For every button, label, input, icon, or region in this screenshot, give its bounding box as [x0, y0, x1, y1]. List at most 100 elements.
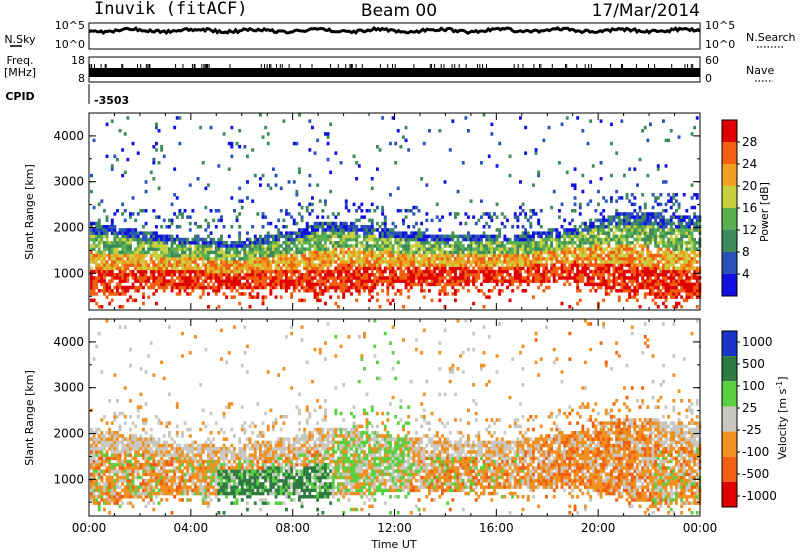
heatmap-cell — [188, 260, 192, 264]
heatmap-cell — [467, 253, 470, 258]
heatmap-cell — [563, 263, 567, 267]
heatmap-cell — [443, 244, 447, 248]
heatmap-cell — [599, 250, 603, 255]
heatmap-cell — [292, 266, 296, 271]
heatmap-cell — [383, 215, 387, 219]
heatmap-cell — [407, 260, 411, 264]
heatmap-cell — [441, 285, 444, 290]
heatmap-cell — [571, 266, 574, 271]
nsearch-tick-top: 10^5 — [705, 19, 735, 32]
heatmap-cell — [415, 247, 418, 251]
heatmap-cell — [625, 260, 629, 264]
heatmap-cell — [298, 234, 301, 239]
heatmap-cell — [188, 250, 192, 255]
heatmap-cell — [539, 263, 543, 267]
heatmap-cell — [347, 237, 351, 242]
heatmap-cell — [285, 269, 288, 274]
heatmap-cell — [105, 225, 109, 229]
heatmap-cell — [581, 276, 585, 280]
heatmap-cell — [664, 247, 668, 251]
heatmap-cell — [456, 263, 460, 267]
heatmap-cell — [555, 241, 559, 245]
heatmap-cell — [253, 234, 257, 239]
heatmap-cell — [420, 247, 424, 251]
heatmap-cell — [256, 244, 260, 248]
heatmap-cell — [355, 266, 359, 271]
heatmap-cell — [324, 247, 327, 251]
heatmap-cell — [417, 231, 421, 235]
heatmap-cell — [363, 250, 366, 255]
colorbar-swatch — [722, 208, 737, 230]
heatmap-cell — [571, 241, 574, 245]
heatmap-cell — [454, 289, 457, 293]
heatmap-cell — [303, 241, 307, 245]
heatmap-cell — [261, 260, 265, 264]
heatmap-cell — [578, 212, 582, 216]
heatmap-cell — [90, 479, 93, 483]
heatmap-cell — [519, 205, 522, 210]
heatmap-cell — [402, 257, 405, 261]
heatmap-cell — [646, 225, 650, 229]
heatmap-cell — [402, 244, 405, 248]
heatmap-cell — [347, 263, 351, 267]
heatmap-cell — [357, 164, 361, 168]
heatmap-cell — [597, 263, 600, 267]
heatmap-cell — [321, 231, 325, 235]
heatmap-cell — [370, 273, 374, 277]
heatmap-cell — [498, 247, 502, 251]
heatmap-cell — [313, 295, 317, 299]
heatmap-cell — [391, 253, 395, 258]
heatmap-cell — [95, 495, 99, 499]
heatmap-cell — [113, 456, 117, 461]
heatmap-cell — [347, 289, 351, 293]
heatmap-cell — [149, 247, 153, 251]
heatmap-cell — [602, 276, 606, 280]
heatmap-cell — [282, 269, 286, 274]
heatmap-cell — [240, 263, 244, 267]
heatmap-cell — [168, 260, 171, 264]
heatmap-cell — [422, 269, 426, 274]
heatmap-cell — [495, 279, 499, 283]
heatmap-cell — [677, 260, 681, 264]
heatmap-cell — [667, 193, 671, 197]
heatmap-cell — [277, 282, 281, 287]
heatmap-cell — [448, 253, 452, 258]
heatmap-cell — [175, 260, 179, 264]
heatmap-cell — [311, 250, 314, 255]
heatmap-cell — [506, 250, 509, 255]
heatmap-cell — [391, 257, 395, 261]
heatmap-cell — [92, 260, 96, 264]
heatmap-cell — [292, 279, 296, 283]
heatmap-cell — [225, 244, 229, 248]
heatmap-cell — [266, 241, 270, 245]
heatmap-cell — [235, 218, 239, 223]
heatmap-cell — [633, 250, 637, 255]
heatmap-cell — [391, 285, 395, 290]
heatmap-cell — [664, 138, 668, 143]
heatmap-cell — [103, 292, 106, 296]
heatmap-cell — [630, 269, 634, 274]
heatmap-cell — [113, 247, 117, 251]
heatmap-cell — [118, 282, 122, 287]
heatmap-cell — [534, 241, 538, 245]
heatmap-cell — [303, 231, 307, 235]
heatmap-cell — [170, 279, 174, 283]
heatmap-cell — [188, 266, 192, 271]
heatmap-cell — [677, 273, 681, 277]
heatmap-cell — [568, 237, 572, 242]
heatmap-cell — [604, 218, 608, 223]
heatmap-cell — [412, 260, 416, 264]
heatmap-cell — [103, 498, 106, 502]
heatmap-cell — [147, 237, 151, 242]
heatmap-cell — [183, 260, 187, 264]
heatmap-cell — [238, 145, 242, 149]
heatmap-cell — [227, 260, 231, 264]
heatmap-cell — [313, 241, 317, 245]
heatmap-cell — [100, 475, 104, 480]
heatmap-cell — [513, 250, 517, 255]
heatmap-cell — [326, 237, 330, 242]
heatmap-cell — [311, 269, 314, 274]
heatmap-cell — [662, 241, 665, 245]
heatmap-cell — [610, 289, 613, 293]
heatmap-cell — [563, 237, 567, 242]
